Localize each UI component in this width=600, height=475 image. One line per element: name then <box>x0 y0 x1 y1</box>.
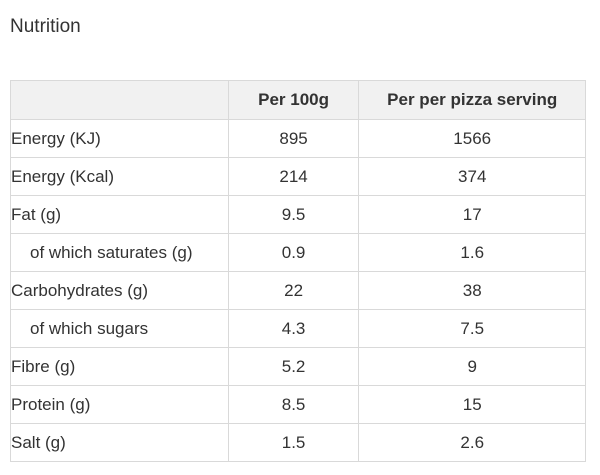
value-per-100g: 4.3 <box>227 309 360 348</box>
table-row: Energy (Kcal) 214 374 <box>10 157 586 196</box>
table-header-row: Per 100g Per per pizza serving <box>10 80 586 120</box>
table-row: of which saturates (g) 0.9 1.6 <box>10 233 586 272</box>
value-per-serving: 17 <box>358 195 586 234</box>
value-per-100g: 0.9 <box>227 233 360 272</box>
nutrient-label: Protein (g) <box>10 385 229 424</box>
nutrient-label: Salt (g) <box>10 423 229 462</box>
nutrient-sub-label: of which sugars <box>10 309 229 348</box>
table-row: Carbohydrates (g) 22 38 <box>10 271 586 310</box>
table-row: Protein (g) 8.5 15 <box>10 385 586 424</box>
table-row: Salt (g) 1.5 2.6 <box>10 423 586 462</box>
nutrient-label: Fibre (g) <box>10 347 229 386</box>
value-per-serving: 1.6 <box>358 233 586 272</box>
value-per-100g: 5.2 <box>227 347 360 386</box>
page-title: Nutrition <box>10 16 81 37</box>
value-per-serving: 2.6 <box>358 423 586 462</box>
value-per-serving: 38 <box>358 271 586 310</box>
header-cell-nutrient <box>10 80 229 120</box>
table-row: Fat (g) 9.5 17 <box>10 195 586 234</box>
value-per-serving: 1566 <box>358 119 586 158</box>
header-cell-per-100g: Per 100g <box>227 80 360 120</box>
value-per-100g: 8.5 <box>227 385 360 424</box>
value-per-100g: 214 <box>227 157 360 196</box>
header-cell-per-serving: Per per pizza serving <box>358 80 586 120</box>
value-per-serving: 15 <box>358 385 586 424</box>
table-row: Energy (KJ) 895 1566 <box>10 119 586 158</box>
nutrient-label: Fat (g) <box>10 195 229 234</box>
value-per-100g: 895 <box>227 119 360 158</box>
value-per-100g: 9.5 <box>227 195 360 234</box>
nutrient-label: Energy (KJ) <box>10 119 229 158</box>
value-per-100g: 1.5 <box>227 423 360 462</box>
value-per-serving: 7.5 <box>358 309 586 348</box>
value-per-serving: 9 <box>358 347 586 386</box>
value-per-100g: 22 <box>227 271 360 310</box>
nutrient-label: Energy (Kcal) <box>10 157 229 196</box>
nutrient-label: Carbohydrates (g) <box>10 271 229 310</box>
table-row: of which sugars 4.3 7.5 <box>10 309 586 348</box>
value-per-serving: 374 <box>358 157 586 196</box>
nutrient-sub-label: of which saturates (g) <box>10 233 229 272</box>
nutrition-table: Per 100g Per per pizza serving Energy (K… <box>10 80 586 462</box>
table-row: Fibre (g) 5.2 9 <box>10 347 586 386</box>
